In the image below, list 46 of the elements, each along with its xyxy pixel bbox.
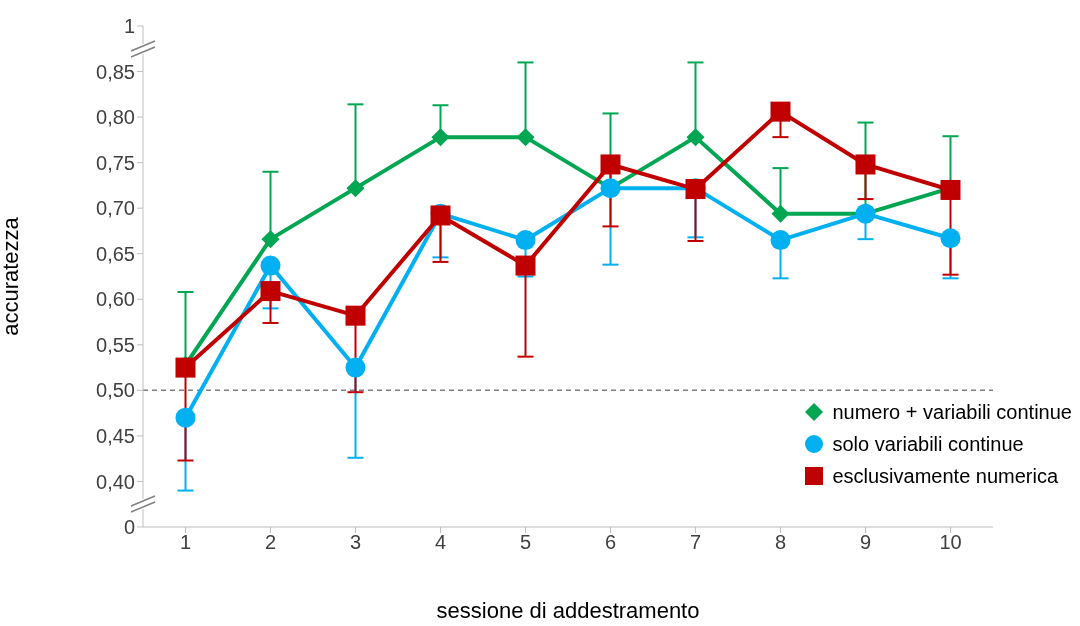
y-tick-label: 0,60: [96, 288, 135, 311]
point: [346, 179, 365, 198]
point: [345, 357, 366, 378]
point: [940, 228, 961, 249]
point: [175, 407, 196, 428]
y-tick-label: 0,45: [96, 425, 135, 448]
point: [770, 230, 791, 251]
x-tick-label: 5: [519, 531, 532, 554]
point: [260, 255, 281, 276]
y-tick-label: 0,75: [96, 151, 135, 174]
y-tick-label: 0: [123, 516, 135, 539]
point: [771, 204, 790, 223]
legend-label: esclusivamente numerica: [832, 464, 1059, 488]
y-tick-label: 0,70: [96, 197, 135, 220]
y-tick-label: 0,40: [96, 470, 135, 493]
point: [260, 281, 281, 302]
y-tick-label: 0,55: [96, 333, 135, 356]
y-tick-label: 1: [123, 15, 135, 38]
y-tick-label: 0,50: [96, 379, 135, 402]
y-tick-label: 0,65: [96, 242, 135, 265]
x-tick-label: 4: [434, 531, 447, 554]
x-axis-title: sessione di addestramento: [436, 598, 700, 623]
x-tick-label: 10: [939, 531, 962, 554]
point: [600, 154, 621, 175]
point: [515, 255, 536, 276]
legend-label: numero + variabili continue: [832, 400, 1072, 424]
x-tick-label: 8: [774, 531, 787, 554]
point: [855, 154, 876, 175]
y-tick-label: 0,85: [96, 60, 135, 83]
point: [345, 305, 366, 326]
point: [261, 230, 280, 249]
x-tick-label: 2: [264, 531, 277, 554]
point: [686, 128, 705, 147]
point: [516, 128, 535, 147]
legend-label: solo variabili continue: [832, 432, 1024, 456]
point: [431, 128, 450, 147]
x-tick-label: 9: [859, 531, 872, 554]
y-axis-title: accuratezza: [0, 216, 23, 336]
x-tick-label: 3: [349, 531, 362, 554]
x-tick-label: 1: [179, 531, 192, 554]
x-tick-label: 7: [689, 531, 702, 554]
point: [515, 230, 536, 251]
point: [770, 101, 791, 122]
x-tick-label: 6: [604, 531, 617, 554]
point: [175, 357, 196, 378]
y-tick-label: 0,80: [96, 106, 135, 129]
